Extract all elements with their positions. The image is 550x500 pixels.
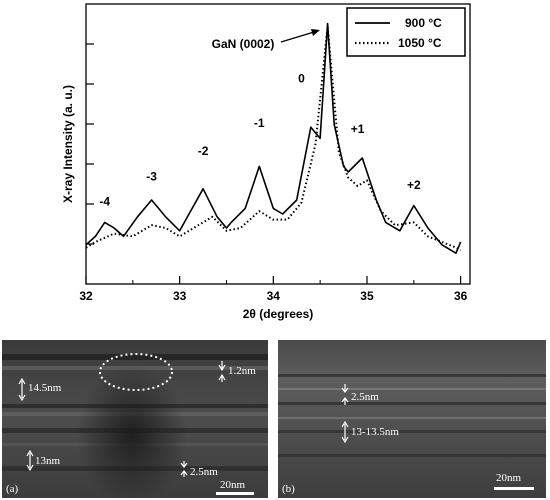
legend-label-1050c: 1050 °C [398, 36, 442, 50]
peak-order-label: +1 [351, 122, 365, 136]
gan-peak-label: GaN (0002) [212, 37, 275, 51]
defect-ellipse [99, 353, 173, 391]
arrow-2-5nm-b [341, 384, 349, 405]
arrow-1-2nm [218, 361, 226, 382]
x-tick-label: 33 [173, 289, 187, 303]
arrow-14-5nm [18, 377, 26, 402]
x-tick-labels: 32 33 34 35 36 [79, 289, 467, 303]
annotation-2-5nm-b: 2.5nm [351, 391, 379, 403]
peak-order-label: +2 [407, 178, 421, 192]
panel-label-a: (a) [6, 483, 19, 495]
legend-box [346, 7, 466, 57]
arrow-2-5nm-a [180, 461, 188, 477]
scale-label-b: 20nm [496, 472, 522, 484]
legend-label-900c: 900 °C [405, 16, 442, 30]
peak-labels: -4 -3 -2 -1 0 +1 +2 [99, 71, 421, 208]
peak-order-label: -3 [146, 169, 157, 183]
arrow-13nm [26, 449, 34, 472]
xrd-chart: 32 33 34 35 36 2θ (degrees) X-ray Intensity … [61, 3, 471, 321]
y-axis-label: X-ray Intensity (a. u.) [61, 85, 75, 203]
legend: 900 °C 1050 °C [346, 7, 466, 57]
tem-image-b [278, 340, 546, 498]
tem-image-a [2, 340, 268, 498]
plot-frame [85, 3, 471, 285]
peak-order-label: -2 [198, 144, 209, 158]
annotation-14-5nm: 14.5nm [28, 382, 62, 394]
tem-panel-b: 2.5nm 13-13.5nm (b) 20nm [278, 340, 546, 498]
peak-order-label: -4 [99, 195, 110, 209]
x-axis-label: 2θ (degrees) [243, 307, 314, 321]
panel-label-b: (b) [282, 483, 295, 495]
annotation-13-13-5nm: 13-13.5nm [351, 426, 399, 438]
tem-panel-a: 14.5nm 1.2nm 13nm 2.5nm (a) 20nm [2, 340, 268, 498]
series-1050c-line [86, 25, 462, 252]
axis-ticks [85, 43, 462, 284]
scale-label-a: 20nm [220, 479, 246, 491]
annotation-13nm: 13nm [35, 455, 61, 467]
gan-peak-arrowhead [311, 29, 320, 36]
scale-bar-a [216, 492, 254, 495]
x-tick-label: 32 [79, 289, 93, 303]
scale-bar-b [494, 487, 534, 490]
x-tick-label: 36 [454, 289, 468, 303]
x-tick-label: 34 [267, 289, 281, 303]
arrow-13-13-5nm [341, 420, 349, 444]
peak-order-label: -1 [254, 116, 265, 130]
x-tick-label: 35 [360, 289, 374, 303]
annotation-1-2nm: 1.2nm [228, 365, 256, 377]
annotation-2-5nm-a: 2.5nm [190, 466, 218, 478]
series-900c-line [86, 22, 462, 254]
peak-order-label: 0 [298, 71, 305, 85]
gan-peak-arrow [280, 31, 315, 43]
